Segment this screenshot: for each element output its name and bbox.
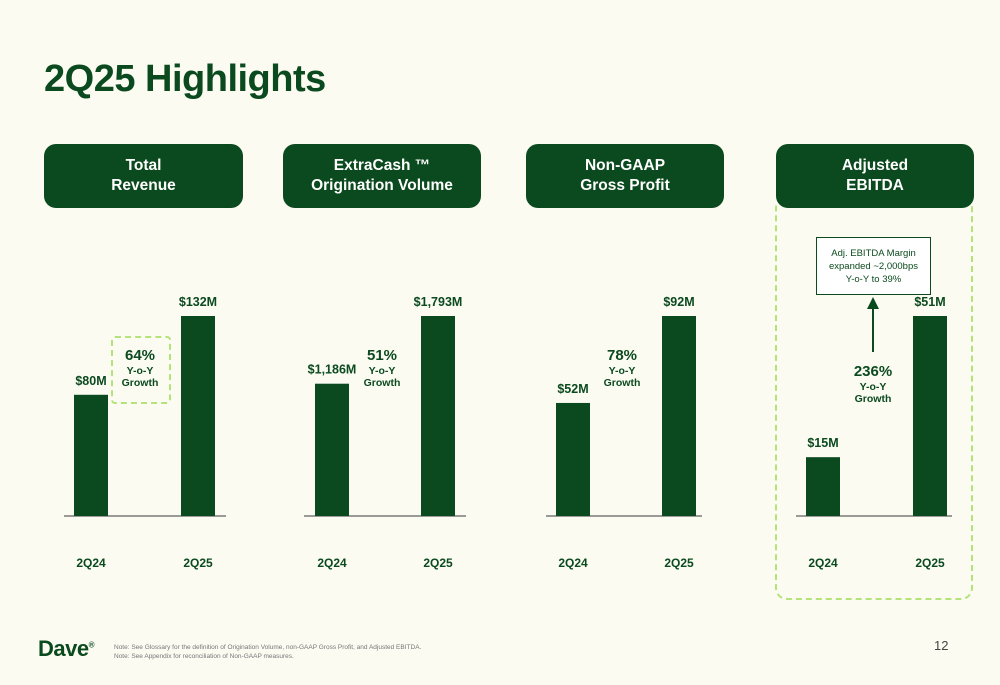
header-non-gaap-gross-profit: Non-GAAP Gross Profit — [526, 144, 724, 208]
chart-3-data-label-2Q25: $51M — [914, 295, 945, 309]
chart-0-bar-2Q25 — [181, 316, 215, 516]
chart-3-growth-percent: 236% — [854, 363, 892, 380]
chart-2-data-label-2Q25: $92M — [663, 295, 694, 309]
chart-3-category-label-2Q24: 2Q24 — [808, 556, 838, 570]
chart-1-growth-percent: 51% — [367, 347, 397, 364]
chart-0-category-label-2Q24: 2Q24 — [76, 556, 106, 570]
logo-text: Dave — [38, 636, 89, 661]
header-total-revenue: Total Revenue — [44, 144, 243, 208]
chart-0-data-label-2Q25: $132M — [179, 295, 217, 309]
footnote-2: Note: See Appendix for reconciliation of… — [114, 653, 294, 660]
chart-3-bar-2Q24 — [806, 457, 840, 516]
chart-1-growth-label-2: Growth — [364, 377, 401, 389]
chart-2-category-label-2Q25: 2Q25 — [664, 556, 694, 570]
ebitda-margin-callout: Adj. EBITDA Margin expanded ~2,000bps Y-… — [816, 237, 931, 295]
chart-2-bar-2Q25 — [662, 316, 696, 516]
header-extracash-origination: ExtraCash ™ Origination Volume — [283, 144, 481, 208]
chart-2-data-label-2Q24: $52M — [557, 382, 588, 396]
chart-1-category-label-2Q25: 2Q25 — [423, 556, 453, 570]
chart-2-growth-label-2: Growth — [604, 377, 641, 389]
chart-3-data-label-2Q24: $15M — [807, 436, 838, 450]
chart-1-growth-label-1: Y-o-Y — [369, 365, 396, 377]
revenue-growth-highlight-box — [111, 336, 171, 404]
chart-2-growth-label-1: Y-o-Y — [609, 365, 636, 377]
chart-1-data-label-2Q24: $1,186M — [308, 363, 357, 377]
footnote-1: Note: See Glossary for the definition of… — [114, 644, 422, 651]
chart-1-data-label-2Q25: $1,793M — [414, 295, 463, 309]
chart-0-category-label-2Q25: 2Q25 — [183, 556, 213, 570]
chart-1-bar-2Q24 — [315, 383, 349, 516]
chart-2-growth-percent: 78% — [607, 347, 637, 364]
chart-2-bar-2Q24 — [556, 402, 590, 516]
chart-0-bar-2Q24 — [74, 394, 108, 516]
dave-logo: Dave® — [38, 636, 95, 662]
chart-0-data-label-2Q24: $80M — [75, 374, 106, 388]
chart-2-category-label-2Q24: 2Q24 — [558, 556, 588, 570]
page-title: 2Q25 Highlights — [44, 58, 326, 100]
header-adjusted-ebitda: Adjusted EBITDA — [776, 144, 974, 208]
chart-3-growth-label-2: Growth — [855, 393, 892, 405]
chart-3-bar-2Q25 — [913, 316, 947, 516]
footnotes: Note: See Glossary for the definition of… — [114, 643, 421, 661]
page-number: 12 — [934, 638, 949, 653]
chart-0-growth-label-1: Y-o-Y — [127, 365, 154, 377]
up-arrow-head-icon — [867, 297, 879, 309]
chart-3-growth-label-1: Y-o-Y — [860, 381, 887, 393]
logo-registered-mark: ® — [88, 640, 95, 650]
chart-0-growth-percent: 64% — [125, 347, 155, 364]
chart-3-category-label-2Q25: 2Q25 — [915, 556, 945, 570]
chart-1-bar-2Q25 — [421, 316, 455, 516]
chart-1-category-label-2Q24: 2Q24 — [317, 556, 347, 570]
chart-0-growth-label-2: Growth — [122, 377, 159, 389]
